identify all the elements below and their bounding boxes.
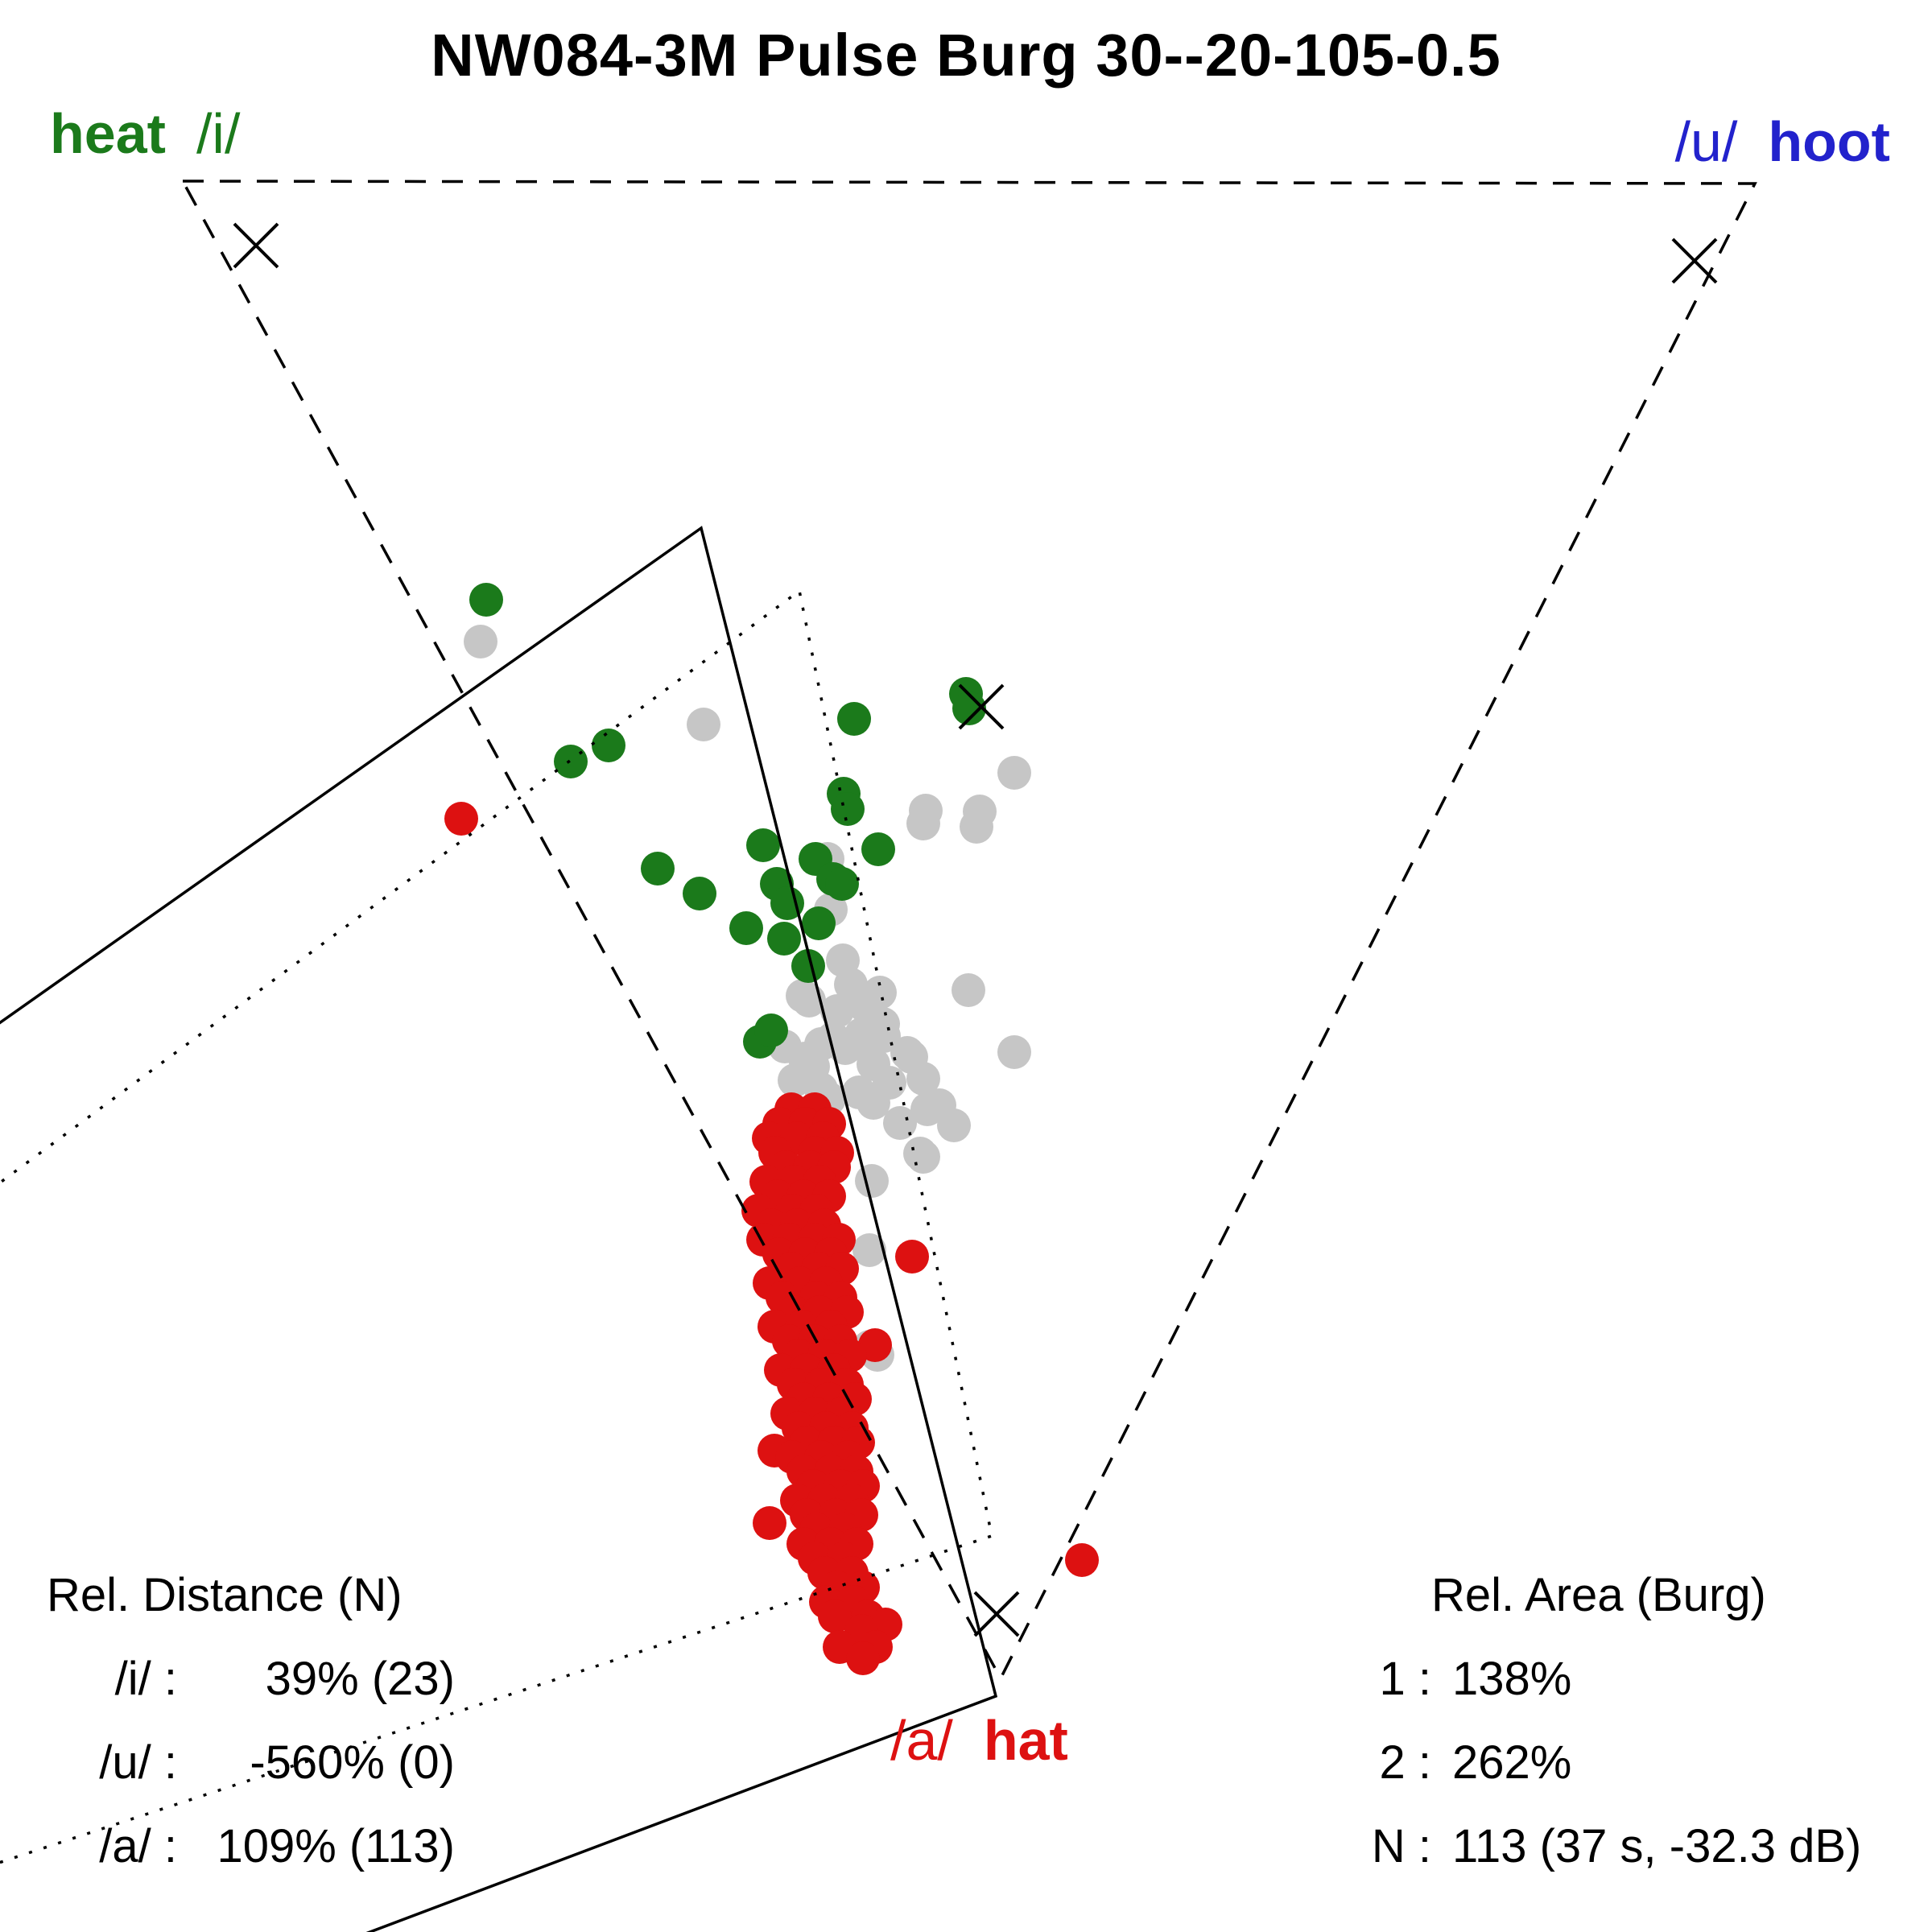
unlabeled-tokens-point bbox=[906, 807, 940, 840]
unlabeled-tokens-point bbox=[852, 1233, 886, 1267]
rel-distance-title: Rel. Distance (N) bbox=[47, 1569, 402, 1621]
heat-i-tokens-point bbox=[767, 922, 801, 956]
unlabeled-tokens-point bbox=[857, 1086, 890, 1120]
hat-a-tokens-point bbox=[1065, 1543, 1099, 1577]
unlabeled-tokens-point bbox=[906, 1140, 940, 1174]
unlabeled-tokens-point bbox=[906, 1062, 940, 1096]
hat-a-tokens-point bbox=[753, 1506, 786, 1540]
unlabeled-tokens-point bbox=[855, 1164, 889, 1198]
stat-value-a: 109% (113) bbox=[217, 1820, 455, 1872]
heat-i-tokens-point bbox=[754, 1013, 788, 1047]
vowel-ipa-i: /i/ bbox=[196, 102, 241, 165]
mean-x-mark bbox=[973, 1591, 1020, 1637]
stat-value-area2: 262% bbox=[1452, 1736, 1572, 1789]
stat-label-area1: 1 : bbox=[1379, 1653, 1432, 1705]
unlabeled-tokens-point bbox=[464, 625, 497, 658]
unlabeled-tokens-point bbox=[687, 708, 720, 741]
vowel-word-hat: hat bbox=[983, 1709, 1068, 1772]
rel-distance-stats: Rel. Distance (N) /i/ : 39% (23) /u/ : -… bbox=[32, 1554, 455, 1889]
stat-value-n: 113 (37 s, -32.3 dB) bbox=[1452, 1820, 1862, 1872]
heat-i-tokens-point bbox=[592, 729, 625, 762]
hat-a-tokens-point bbox=[818, 1600, 852, 1633]
stat-value-area1: 138% bbox=[1452, 1653, 1572, 1705]
vowel-word-hoot: hoot bbox=[1768, 110, 1890, 173]
heat-i-tokens-point bbox=[825, 867, 859, 901]
stat-label-i: /i/ : bbox=[114, 1653, 177, 1705]
vowel-ipa-u: /u/ bbox=[1674, 110, 1738, 173]
rel-area-stats: Rel. Area (Burg) 1 : 138% 2 : 262% N : 1… bbox=[1368, 1554, 1861, 1889]
unlabeled-tokens-point bbox=[820, 994, 854, 1028]
measured-area-1-solid bbox=[0, 526, 998, 1932]
unlabeled-tokens-point bbox=[937, 1108, 971, 1142]
hat-a-tokens-point bbox=[444, 802, 478, 836]
mean-x-mark bbox=[1671, 237, 1718, 284]
unlabeled-tokens-point bbox=[997, 756, 1031, 790]
stat-label-n: N : bbox=[1371, 1820, 1431, 1872]
unlabeled-tokens-point bbox=[960, 810, 993, 844]
stat-row-n: N : 113 (37 s, -32.3 dB) bbox=[1368, 1805, 1861, 1889]
reference-vowel-triangle bbox=[180, 180, 1757, 1682]
heat-i-tokens-point bbox=[683, 877, 716, 910]
vowel-label-u: /u/hoot bbox=[1675, 109, 1890, 174]
hat-a-tokens-point bbox=[895, 1240, 929, 1274]
stat-label-area2: 2 : bbox=[1379, 1736, 1432, 1789]
hat-a-tokens-point bbox=[846, 1641, 880, 1675]
heat-i-tokens-point bbox=[861, 832, 895, 866]
heat-i-tokens-point bbox=[831, 792, 865, 826]
vowel-word-heat: heat bbox=[50, 102, 166, 165]
stat-row-a: /a/ : 109% (113) bbox=[32, 1805, 455, 1889]
stat-row-i: /i/ : 39% (23) bbox=[32, 1637, 455, 1721]
vowel-label-a: /a/hat bbox=[890, 1708, 1068, 1773]
vowel-label-i: heat/i/ bbox=[50, 101, 240, 166]
unlabeled-tokens-point bbox=[997, 1035, 1031, 1069]
stat-value-u: -560% (0) bbox=[250, 1736, 455, 1789]
heat-i-tokens-point bbox=[746, 828, 780, 862]
heat-i-tokens-point bbox=[554, 745, 588, 778]
heat-i-tokens-point bbox=[837, 702, 871, 736]
stat-label-u: /u/ : bbox=[99, 1736, 177, 1789]
stat-row-area2: 2 : 262% bbox=[1368, 1721, 1861, 1805]
heat-i-tokens-point bbox=[641, 852, 675, 886]
heat-i-tokens-point bbox=[469, 583, 503, 617]
unlabeled-tokens-point bbox=[828, 1031, 862, 1065]
heat-i-tokens-point bbox=[791, 949, 825, 983]
stat-row-u: /u/ : -560% (0) bbox=[32, 1721, 455, 1805]
heat-i-tokens-point bbox=[729, 911, 763, 945]
unlabeled-tokens-point bbox=[796, 1050, 830, 1084]
heat-i-tokens-point bbox=[770, 886, 804, 920]
unlabeled-tokens-point bbox=[952, 973, 985, 1007]
vowel-ipa-a: /a/ bbox=[890, 1709, 953, 1772]
mean-x-mark bbox=[958, 683, 1005, 730]
rel-area-title: Rel. Area (Burg) bbox=[1431, 1569, 1766, 1621]
heat-i-tokens-point bbox=[952, 691, 986, 725]
unlabeled-tokens-point bbox=[883, 1106, 917, 1140]
stat-label-a: /a/ : bbox=[99, 1820, 177, 1872]
mean-x-mark bbox=[233, 222, 279, 269]
stat-row-area1: 1 : 138% bbox=[1368, 1637, 1861, 1721]
heat-i-tokens-point bbox=[802, 906, 836, 940]
plot-title: NW084-3M Pulse Burg 30--20-105-0.5 bbox=[431, 22, 1501, 89]
stat-value-i: 39% (23) bbox=[265, 1653, 455, 1705]
